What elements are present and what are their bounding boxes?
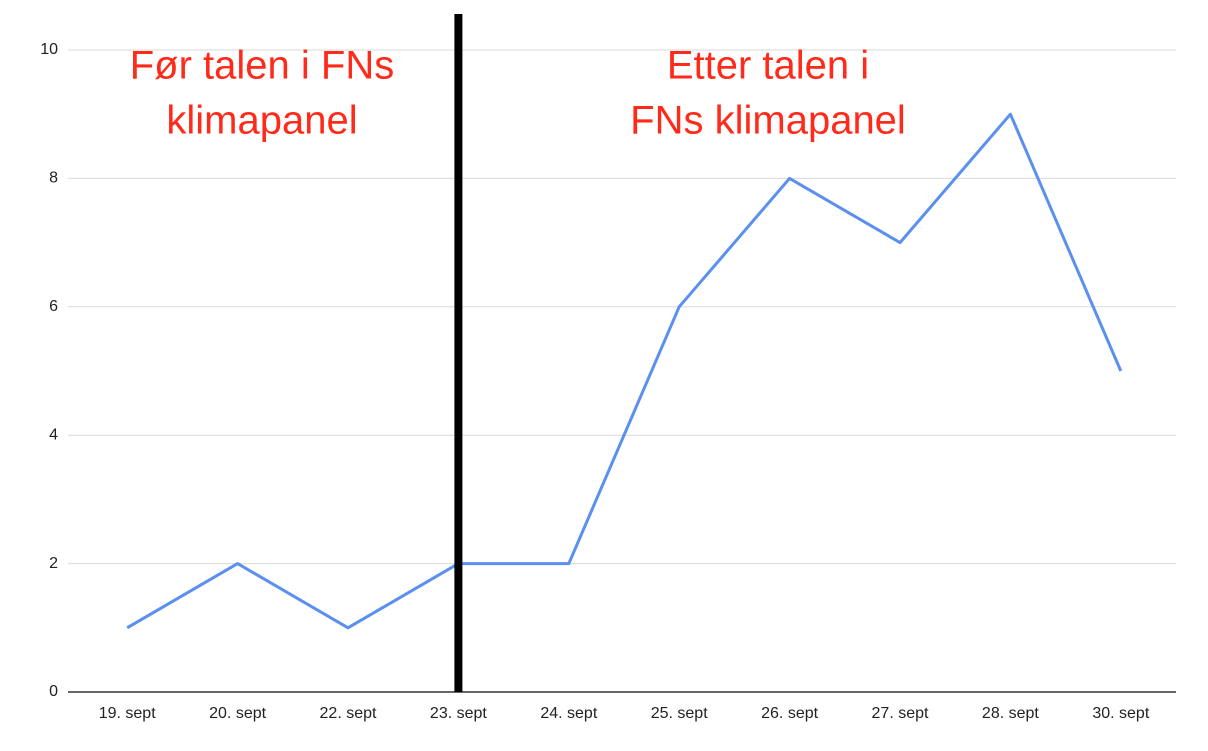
data-line xyxy=(126,112,1123,630)
annotation: FNs klimapanel xyxy=(630,99,906,143)
x-tick-label: 24. sept xyxy=(540,705,597,722)
annotation: Etter talen i xyxy=(667,44,869,88)
annotation: klimapanel xyxy=(166,99,357,143)
x-tick-label: 25. sept xyxy=(651,705,708,722)
y-tick-label: 10 xyxy=(40,41,58,58)
y-tick-label: 4 xyxy=(49,426,58,443)
x-tick-label: 20. sept xyxy=(209,705,266,722)
x-tick-label: 22. sept xyxy=(320,705,377,722)
x-tick-label: 28. sept xyxy=(982,705,1039,722)
y-tick-label: 6 xyxy=(49,298,58,315)
x-tick-label: 23. sept xyxy=(430,705,487,722)
y-tick-label: 0 xyxy=(49,683,58,700)
y-tick-label: 8 xyxy=(49,170,58,187)
x-tick-label: 27. sept xyxy=(872,705,929,722)
annotation: Før talen i FNs xyxy=(130,44,394,88)
x-tick-label: 19. sept xyxy=(99,705,156,722)
y-tick-label: 2 xyxy=(49,555,58,572)
x-tick-label: 30. sept xyxy=(1092,705,1149,722)
x-tick-label: 26. sept xyxy=(761,705,818,722)
